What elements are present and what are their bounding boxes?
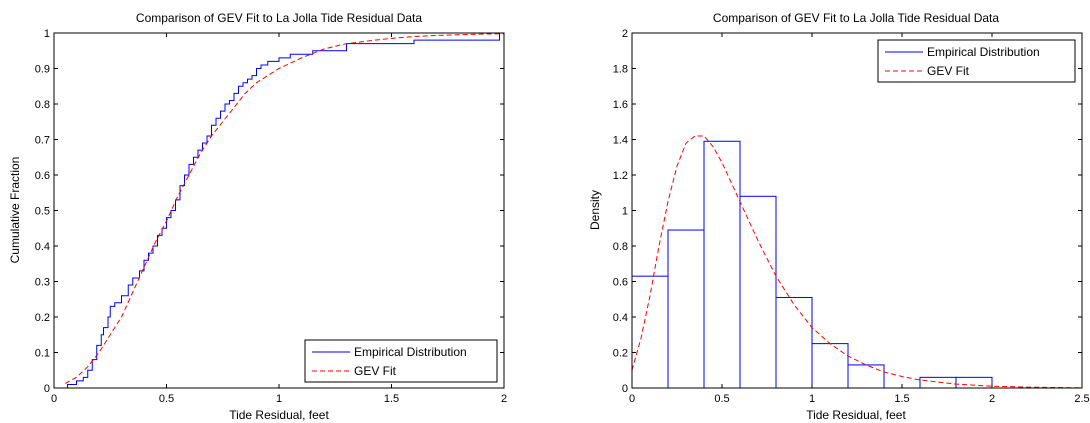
legend: Empirical Distribution GEV Fit	[304, 339, 498, 383]
chart-title: Comparison of GEV Fit to La Jolla Tide R…	[136, 11, 422, 25]
plot-background	[54, 33, 504, 388]
x-tick-label: 0	[629, 393, 635, 405]
legend-label-empirical: Empirical Distribution	[354, 345, 467, 359]
y-tick-label: 0.9	[35, 64, 50, 76]
x-tick-label: 1	[276, 393, 282, 405]
y-tick-label: 0.3	[35, 277, 50, 289]
y-tick-label: 0.8	[35, 99, 50, 111]
y-tick-label: 0.5	[35, 206, 50, 218]
x-tick-label: 0.5	[714, 393, 729, 405]
x-axis-label: Tide Residual, feet	[229, 408, 329, 422]
y-tick-label: 2	[622, 28, 628, 40]
y-axis-label: Density	[588, 190, 602, 230]
x-tick-label: 1.5	[384, 393, 399, 405]
series-gev-fit	[65, 33, 505, 384]
x-tick-label: 1	[809, 393, 815, 405]
y-tick-label: 1.8	[613, 64, 628, 76]
x-tick-label: 1.5	[894, 393, 909, 405]
legend-box	[877, 39, 1076, 83]
cdf-chart: Comparison of GEV Fit to La Jolla Tide R…	[8, 11, 507, 422]
y-tick-label: 0.2	[35, 312, 50, 324]
y-tick-label: 0.4	[35, 241, 50, 253]
legend-label-gev: GEV Fit	[927, 64, 970, 78]
plot-background	[632, 33, 1082, 388]
x-tick-label: 0	[51, 393, 57, 405]
y-tick-label: 1.6	[613, 99, 628, 111]
legend-label-gev: GEV Fit	[354, 364, 397, 378]
y-tick-label: 1	[622, 206, 628, 218]
y-tick-label: 0	[622, 383, 628, 395]
y-tick-label: 1.2	[613, 170, 628, 182]
legend-label-empirical: Empirical Distribution	[927, 45, 1040, 59]
x-tick-label: 2	[501, 393, 507, 405]
y-tick-label: 1.4	[613, 135, 628, 147]
y-tick-label: 0.7	[35, 135, 50, 147]
x-tick-label: 2.5	[1074, 393, 1089, 405]
y-axis-label: Cumulative Fraction	[8, 157, 22, 264]
y-tick-label: 0.8	[613, 241, 628, 253]
y-tick-label: 0.6	[613, 277, 628, 289]
x-tick-label: 0.5	[159, 393, 174, 405]
series-gev-fit	[631, 135, 1083, 389]
y-tick-label: 0.2	[613, 348, 628, 360]
y-tick-label: 1	[44, 28, 50, 40]
legend: Empirical Distribution GEV Fit	[877, 39, 1076, 83]
legend-box	[304, 339, 498, 383]
x-tick-label: 2	[989, 393, 995, 405]
y-tick-label: 0	[44, 383, 50, 395]
density-chart: Comparison of GEV Fit to La Jolla Tide R…	[588, 11, 1090, 422]
series-empirical-stairs	[67, 32, 504, 388]
y-tick-label: 0.6	[35, 170, 50, 182]
y-tick-label: 0.4	[613, 312, 628, 324]
y-tick-label: 0.1	[35, 348, 50, 360]
chart-title: Comparison of GEV Fit to La Jolla Tide R…	[713, 11, 999, 25]
x-axis-label: Tide Residual, feet	[806, 408, 906, 422]
